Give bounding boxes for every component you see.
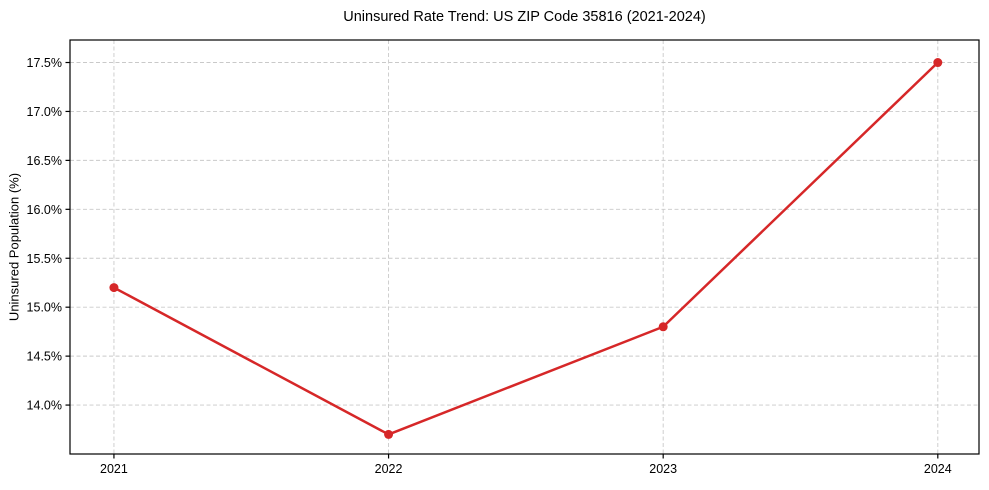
y-tick-label: 16.5%	[27, 154, 62, 168]
x-tick-label: 2021	[100, 462, 128, 476]
y-tick-label: 15.0%	[27, 301, 62, 315]
y-tick-label: 15.5%	[27, 252, 62, 266]
x-tick-label: 2022	[375, 462, 403, 476]
y-tick-label: 14.5%	[27, 350, 62, 364]
x-tick-label: 2024	[924, 462, 952, 476]
data-point	[933, 58, 943, 68]
y-tick-label: 14.0%	[27, 399, 62, 413]
plot-frame	[69, 39, 980, 455]
chart-title: Uninsured Rate Trend: US ZIP Code 35816 …	[343, 9, 706, 25]
data-point	[384, 429, 394, 439]
data-line	[112, 61, 940, 436]
y-tick-label: 17.5%	[27, 56, 62, 70]
data-point	[109, 283, 119, 293]
data-point	[658, 322, 668, 332]
y-tick-label: 16.0%	[27, 203, 62, 217]
y-tick-label: 17.0%	[27, 105, 62, 119]
x-tick-label: 2023	[649, 462, 677, 476]
